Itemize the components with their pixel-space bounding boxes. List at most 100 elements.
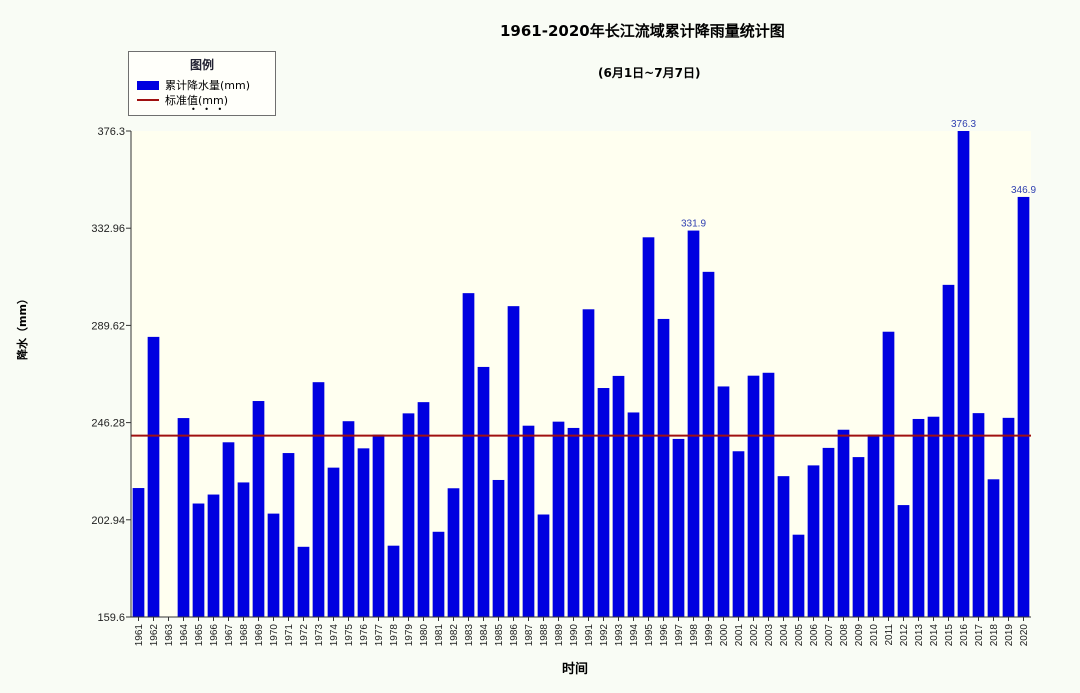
x-tick-label: 1961 <box>134 624 145 647</box>
x-tick-label: 2018 <box>989 624 1000 647</box>
x-tick-label: 1993 <box>614 624 625 647</box>
bar <box>387 545 400 617</box>
bar <box>237 482 250 617</box>
x-tick-label: 1966 <box>209 624 220 647</box>
x-tick-label: 1997 <box>674 624 685 647</box>
bar <box>942 284 955 617</box>
x-tick-label: 1994 <box>629 624 640 647</box>
bar <box>1002 417 1015 617</box>
x-tick-label: 2020 <box>1019 624 1030 647</box>
x-tick-label: 2000 <box>719 624 730 647</box>
bar <box>417 402 430 617</box>
bar <box>267 513 280 617</box>
x-tick-label: 1992 <box>599 624 610 647</box>
legend-swatch-line <box>137 99 159 101</box>
bar <box>837 429 850 617</box>
bar <box>342 421 355 617</box>
x-tick-label: 1977 <box>374 624 385 647</box>
bar <box>372 434 385 617</box>
legend-label-standard: 标准值(mm) <box>165 94 229 107</box>
x-tick-label: 1965 <box>194 624 205 647</box>
bar <box>1017 196 1030 617</box>
x-tick-label: 1984 <box>479 624 490 647</box>
bar <box>957 131 970 617</box>
x-tick-label: 1970 <box>269 624 280 647</box>
x-tick-label: 1967 <box>224 624 235 647</box>
x-tick-label: 1986 <box>509 624 520 647</box>
bar <box>807 465 820 617</box>
x-tick-label: 2010 <box>869 624 880 647</box>
x-tick-label: 2009 <box>854 624 865 647</box>
bar <box>657 318 670 617</box>
bar <box>432 531 445 617</box>
bar <box>687 230 700 617</box>
x-tick-label: 1974 <box>329 624 340 647</box>
y-tick-label: 202.94 <box>91 515 125 527</box>
x-tick-label: 2006 <box>809 624 820 647</box>
x-tick-label: 1987 <box>524 624 535 647</box>
x-tick-label: 2016 <box>959 624 970 647</box>
bar <box>297 546 310 617</box>
bar <box>192 503 205 617</box>
chart-subtitle: (6月1日~7月7日) <box>598 66 701 80</box>
bar <box>522 425 535 617</box>
x-tick-label: 1983 <box>464 624 475 647</box>
x-tick-label: 1988 <box>539 624 550 647</box>
x-tick-label: 1973 <box>314 624 325 647</box>
bar <box>822 447 835 617</box>
bar <box>882 331 895 617</box>
x-tick-label: 2011 <box>884 624 895 646</box>
bar <box>312 382 325 617</box>
bar <box>147 336 160 617</box>
legend-item-standard: 标准值(mm) <box>137 92 228 108</box>
x-tick-label: 2003 <box>764 624 775 647</box>
x-tick-label: 2007 <box>824 624 835 647</box>
bar <box>327 467 340 617</box>
x-tick-label: 2012 <box>899 624 910 647</box>
legend-item-rainfall: 累计降水量(mm) <box>137 77 250 93</box>
legend-more-icon[interactable]: • • • <box>191 105 226 114</box>
x-tick-label: 2015 <box>944 624 955 647</box>
x-tick-label: 1963 <box>164 624 175 647</box>
bar <box>732 451 745 617</box>
x-tick-label: 1985 <box>494 624 505 647</box>
bar <box>402 413 415 617</box>
x-tick-label: 1982 <box>449 624 460 647</box>
x-tick-label: 1989 <box>554 624 565 647</box>
bar <box>747 375 760 617</box>
bar <box>777 476 790 617</box>
bar <box>762 372 775 617</box>
data-label: 331.9 <box>681 219 706 230</box>
y-tick-label: 246.28 <box>91 418 125 430</box>
bar <box>462 293 475 617</box>
bar <box>912 418 925 617</box>
x-tick-label: 1991 <box>584 624 595 647</box>
y-tick-label: 376.3 <box>97 126 125 138</box>
bar <box>852 457 865 617</box>
bar <box>222 442 235 617</box>
bar <box>597 388 610 617</box>
x-tick-label: 1978 <box>389 624 400 647</box>
y-tick-label: 332.96 <box>91 223 125 235</box>
x-tick-label: 1999 <box>704 624 715 647</box>
x-tick-label: 2008 <box>839 624 850 647</box>
x-tick-label: 2001 <box>734 624 745 647</box>
data-label: 346.9 <box>1011 185 1036 196</box>
bar <box>357 448 370 617</box>
bar <box>987 479 1000 617</box>
bar <box>672 438 685 617</box>
x-tick-label: 1972 <box>299 624 310 647</box>
bar <box>492 479 505 617</box>
bar <box>177 418 190 617</box>
x-tick-label: 1976 <box>359 624 370 647</box>
legend-title: 图例 <box>189 58 214 72</box>
x-tick-label: 1962 <box>149 624 160 647</box>
data-label: 376.3 <box>951 119 976 130</box>
bar <box>207 494 220 617</box>
x-tick-label: 1998 <box>689 624 700 647</box>
x-tick-label: 1990 <box>569 624 580 647</box>
bar <box>507 306 520 617</box>
legend-swatch-bar <box>137 80 159 90</box>
x-tick-label: 2017 <box>974 624 985 647</box>
